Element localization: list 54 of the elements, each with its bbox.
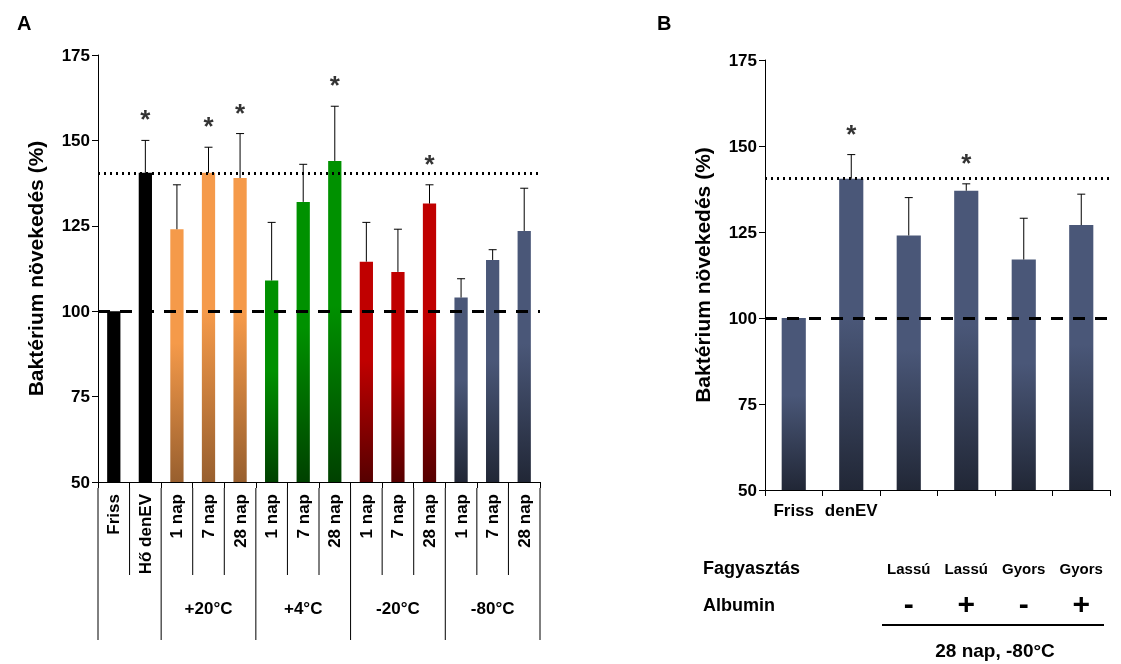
data-label: * [203,111,215,142]
y-tick-label: 125 [728,222,757,242]
text: - [1018,586,1029,620]
text: + [957,586,976,620]
text: - [903,586,914,620]
data-label: * [961,147,973,178]
text: -20°C [376,598,420,618]
text: Gyors [1002,559,1046,577]
text: +20°C [184,598,233,618]
x-tick-label: 1 nap [167,494,187,539]
data-label: * [846,118,858,149]
chart-title: B [657,12,672,34]
x-tick-label: Friss [104,494,124,535]
y-axis-title: Baktérium növekedés (%) [691,147,714,403]
x-tick-label: 7 nap [483,494,503,539]
x-tick-label: 28 nap [325,494,345,548]
x-tick-label: 7 nap [199,494,218,539]
text: -80°C [470,598,515,618]
x-tick-label: denEV [824,501,879,520]
x-tick-label: 28 nap [514,494,534,548]
x-tick-label: 7 nap [293,494,313,539]
x-tick-label: 1 nap [451,494,471,539]
y-axis-title: Baktérium növekedés (%) [24,140,47,397]
y-tick-label: 100 [61,301,90,321]
x-tick-label: 28 nap [230,494,250,548]
x-tick-label: 1 nap [262,494,282,539]
y-tick-label: 100 [728,308,757,328]
data-label: * [235,97,247,128]
chart-title: A [17,12,32,34]
text: Lassú [887,559,931,577]
x-tick-label: 1 nap [356,494,376,539]
text: + [1072,586,1091,620]
y-tick-label: 50 [738,480,757,500]
x-tick-label: 28 nap [420,494,439,548]
text: 28 nap, -80°C [935,639,1056,661]
text: +4°C [283,598,323,618]
y-tick-label: 175 [61,45,90,65]
text: Albumin [703,595,775,615]
y-tick-label: 75 [71,387,90,407]
text: Gyors [1059,559,1103,577]
y-tick-label: 150 [728,136,757,156]
data-label: * [424,148,436,179]
y-tick-label: 150 [61,130,90,150]
data-label: * [329,70,341,101]
x-tick-label: Hő denEV [135,493,155,575]
x-tick-label: 7 nap [388,494,408,539]
y-tick-label: 175 [728,50,757,70]
text: Lassú [944,559,988,577]
y-tick-label: 125 [61,216,90,236]
x-tick-label: Friss [773,501,815,520]
y-tick-label: 75 [738,394,757,414]
text: Fagyasztás [703,558,801,578]
data-label: * [140,104,152,135]
y-tick-label: 50 [71,472,90,492]
